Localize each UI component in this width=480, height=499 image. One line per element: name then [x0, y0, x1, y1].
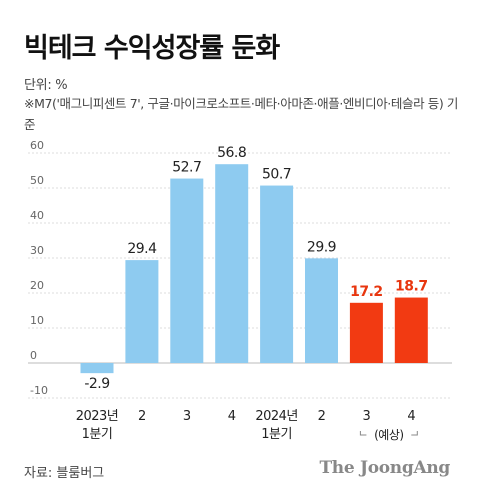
- value-label: 17.2: [350, 284, 383, 300]
- y-tick-label: 40: [30, 209, 44, 222]
- bar: [305, 258, 338, 363]
- y-tick-label: 0: [30, 349, 37, 362]
- x-tick-label: 1분기: [261, 427, 292, 442]
- bar: [394, 297, 428, 363]
- bar: [349, 302, 383, 363]
- chart-title: 빅테크 수익성장률 둔화: [24, 33, 280, 64]
- x-tick-label: 3: [183, 409, 191, 424]
- forecast-bracket-right: [411, 431, 418, 436]
- y-tick-label: 20: [30, 279, 44, 292]
- x-tick-label: 2023년: [76, 409, 119, 424]
- value-label: 29.9: [307, 239, 336, 255]
- x-tick-label: 4: [228, 409, 236, 424]
- x-tick-label: 2: [318, 409, 326, 424]
- value-label: 50.7: [262, 167, 291, 183]
- bar: [215, 164, 249, 363]
- value-label: 56.8: [217, 145, 246, 161]
- x-tick-label: 3: [363, 409, 371, 424]
- value-label: -2.9: [84, 376, 109, 392]
- bar: [80, 363, 114, 374]
- x-tick-label: 1분기: [82, 427, 113, 442]
- unit-label: 단위: %: [24, 78, 68, 93]
- y-tick-label: -10: [30, 384, 48, 397]
- bar: [170, 178, 204, 363]
- value-label: 29.4: [127, 241, 157, 257]
- brand-logo: The JoongAng: [319, 458, 450, 478]
- bar: [125, 260, 159, 363]
- value-label: 18.7: [395, 279, 428, 295]
- x-tick-label: 4: [407, 409, 415, 424]
- forecast-bracket-left: [359, 431, 367, 436]
- footnote: ※M7('매그니피센트 7', 구글·마이크로소프트·메타·아마존·애플·엔비디…: [24, 96, 458, 132]
- y-tick-label: 30: [30, 244, 44, 257]
- value-label: 52.7: [172, 160, 201, 176]
- x-tick-label: 2024년: [255, 409, 298, 424]
- y-tick-label: 50: [30, 174, 44, 187]
- y-tick-label: 60: [30, 139, 44, 152]
- x-tick-label: 2: [138, 409, 146, 424]
- y-tick-label: 10: [30, 314, 44, 327]
- forecast-label: (예상): [374, 428, 403, 442]
- bar: [260, 185, 294, 363]
- source-label: 자료: 블룸버그: [24, 466, 105, 481]
